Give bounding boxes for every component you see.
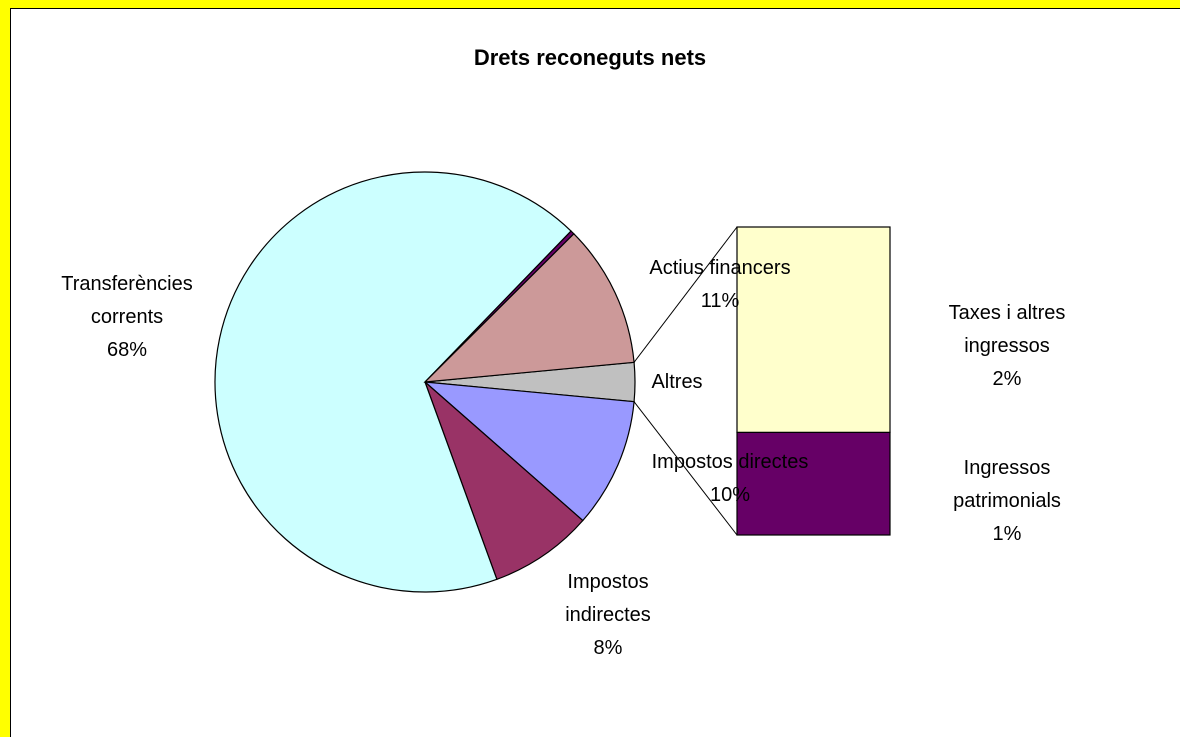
value-label: 1% (992, 523, 1022, 545)
value-label: 11% (700, 290, 740, 312)
value-label: 68% (106, 339, 148, 361)
category-label: Impostos directes (651, 451, 809, 473)
pie-slice (424, 381, 584, 581)
pie-slice (423, 381, 635, 522)
pie-slice (214, 171, 572, 593)
connector-line (633, 226, 738, 363)
slice-label: Impostos directes 10% (600, 446, 860, 512)
bar-label: Taxes i altres ingressos 2% (922, 297, 1092, 396)
category-label: Taxes i altres ingressos (948, 302, 1066, 357)
connector-line (633, 401, 738, 536)
category-label: Impostos indirectes (565, 571, 651, 626)
category-label: Transferències corrents (61, 273, 193, 328)
bar-label: Ingressos patrimonials 1% (927, 452, 1087, 551)
chart-title: Drets reconeguts nets (473, 45, 707, 70)
pie-slice (423, 233, 635, 383)
category-label: Ingressos patrimonials (953, 457, 1061, 512)
bar-segment (736, 431, 891, 536)
category-label: Actius financers (649, 257, 791, 279)
slice-label: Transferències corrents 68% (32, 268, 222, 367)
value-label: 10% (709, 484, 751, 506)
bar-segment (736, 226, 891, 433)
category-label: Altres (651, 371, 703, 393)
slice-label: Actius financers 11% (590, 252, 850, 318)
slice-label: Impostos indirectes 8% (538, 566, 678, 665)
slice-label: Altres (627, 366, 727, 399)
value-label: 2% (992, 368, 1022, 390)
value-label: 8% (593, 637, 623, 659)
